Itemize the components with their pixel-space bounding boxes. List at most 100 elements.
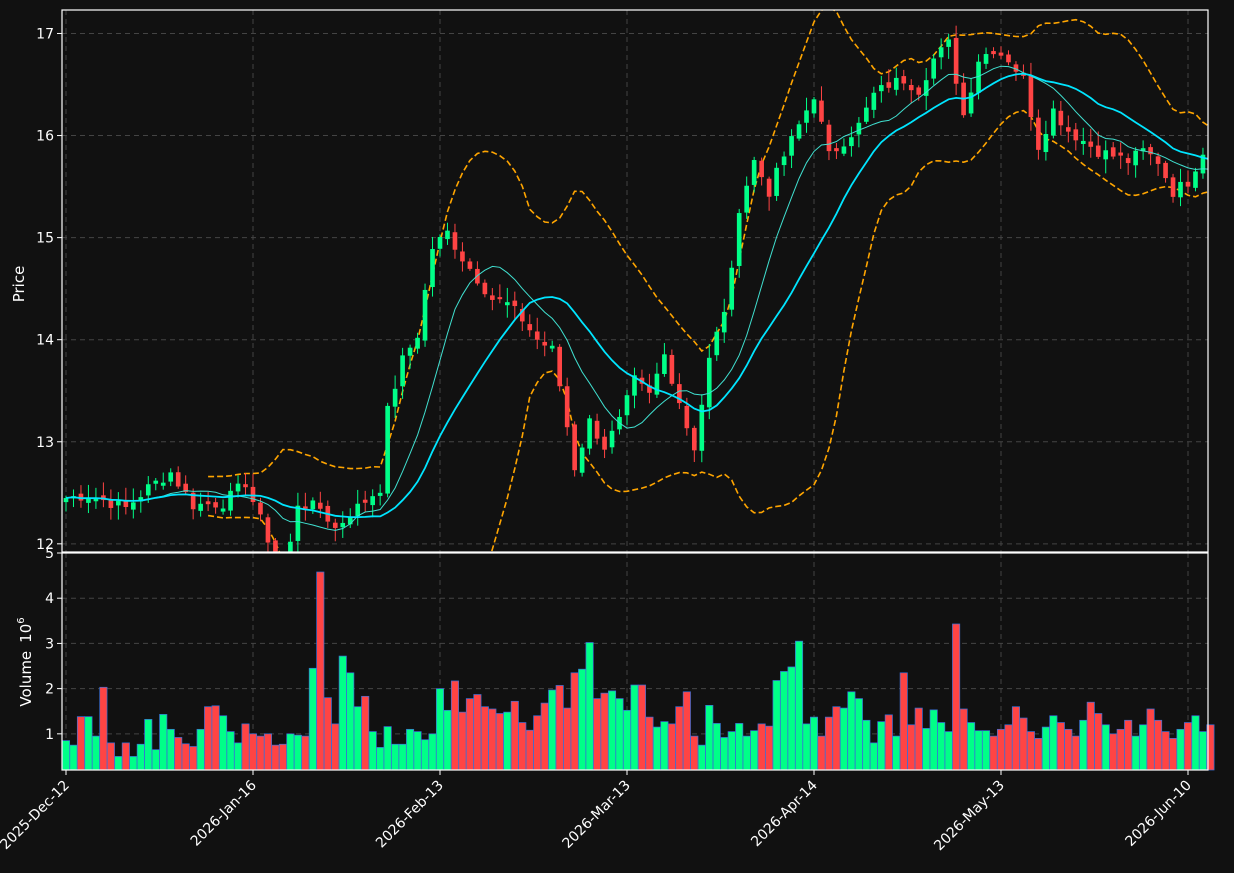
candle-body-146 [1155, 156, 1161, 164]
volume-bar-81 [667, 723, 676, 771]
candle-body-73 [609, 430, 615, 448]
volume-bar-83 [682, 691, 691, 771]
candle-body-34 [318, 502, 323, 509]
volume-bar-2 [76, 716, 85, 771]
volume-bar-18 [196, 728, 205, 771]
price-tick-label-2: 14 [36, 333, 54, 349]
volume-bar-77 [637, 684, 646, 771]
candle-body-141 [1118, 152, 1123, 156]
volume-bar-65 [548, 689, 557, 771]
volume-bar-59 [503, 711, 512, 771]
volume-bar-117 [937, 722, 946, 771]
candle-body-107 [864, 107, 869, 122]
candle-body-106 [856, 122, 862, 135]
candle-body-151 [1193, 171, 1198, 188]
volume-bar-58 [495, 713, 504, 771]
volume-bar-50 [435, 688, 445, 771]
candle-body-49 [430, 249, 435, 288]
candle-body-7 [116, 500, 121, 506]
volume-bar-57 [488, 708, 497, 771]
candle-body-82 [677, 384, 682, 404]
price-tick-label-0: 12 [36, 537, 54, 553]
candle-body-58 [497, 297, 503, 300]
candle-body-27 [265, 517, 271, 543]
volume-bar-114 [914, 707, 923, 771]
volume-bar-133 [1056, 722, 1065, 771]
volume-bar-3 [84, 716, 93, 771]
volume-bar-29 [278, 743, 287, 771]
volume-bar-100 [809, 716, 819, 771]
candle-body-19 [205, 501, 211, 505]
candle-body-109 [879, 85, 884, 92]
ma-fast-line [65, 65, 1208, 531]
volume-bar-66 [555, 685, 564, 771]
volume-bar-145 [1146, 708, 1155, 771]
volume-bar-51 [443, 709, 452, 771]
candle-body-79 [654, 373, 660, 395]
volume-bar-131 [1041, 726, 1050, 771]
volume-bar-148 [1169, 738, 1178, 771]
candle-body-124 [991, 51, 996, 55]
volume-tick-label-4: 5 [45, 546, 54, 562]
volume-bar-55 [473, 694, 482, 771]
candle-body-25 [250, 486, 256, 502]
volume-bar-41 [368, 731, 377, 771]
volume-bar-111 [892, 735, 901, 771]
volume-bars [61, 571, 1215, 771]
volume-bar-19 [204, 706, 213, 771]
volume-bar-86 [705, 705, 714, 771]
candle-body-17 [190, 492, 196, 510]
volume-bar-149 [1176, 728, 1185, 771]
volume-bar-115 [922, 728, 931, 771]
candle-body-127 [1013, 64, 1019, 72]
volume-bar-144 [1139, 724, 1148, 771]
volume-bar-121 [967, 722, 976, 771]
volume-bar-48 [421, 739, 430, 771]
candle-body-40 [362, 499, 368, 503]
ma-slow-line [65, 72, 1208, 518]
volume-bar-137 [1086, 701, 1095, 771]
candle-body-41 [370, 496, 375, 506]
volume-bar-150 [1183, 722, 1193, 771]
candle-body-52 [452, 232, 458, 250]
volume-bar-129 [1026, 731, 1035, 771]
volume-bar-73 [608, 690, 617, 771]
candle-body-114 [916, 87, 922, 95]
volume-bar-20 [211, 705, 220, 771]
candle-body-100 [811, 99, 817, 114]
volume-bar-94 [765, 725, 774, 771]
volume-bar-27 [263, 733, 272, 771]
volume-bar-67 [563, 707, 572, 771]
volume-bar-34 [316, 571, 325, 771]
candle-body-21 [220, 508, 226, 512]
volume-bar-78 [645, 716, 654, 771]
price-panel-frame [61, 9, 1209, 553]
volume-bar-122 [974, 730, 983, 771]
volume-bar-104 [839, 707, 848, 771]
volume-bar-32 [301, 735, 310, 771]
candle-body-118 [946, 39, 951, 47]
candle-body-20 [213, 502, 218, 508]
volume-bar-56 [480, 706, 489, 771]
candle-body-104 [841, 146, 847, 154]
candle-body-89 [729, 267, 735, 310]
volume-bar-113 [907, 724, 916, 771]
candle-body-85 [699, 404, 705, 451]
candle-body-71 [594, 420, 600, 439]
volume-bar-31 [293, 734, 302, 771]
candle-body-81 [669, 354, 675, 384]
volume-bar-79 [652, 726, 661, 771]
volume-bar-28 [271, 744, 280, 771]
candle-body-43 [385, 405, 390, 494]
volume-bar-71 [593, 698, 602, 771]
volume-bar-35 [323, 697, 332, 771]
volume-bar-140 [1109, 733, 1118, 771]
candle-body-36 [332, 522, 338, 528]
volume-bar-110 [884, 714, 893, 771]
volume-tick-label-3: 4 [45, 591, 54, 607]
volume-bar-47 [413, 731, 422, 771]
candle-body-70 [587, 418, 592, 449]
candle-body-3 [86, 497, 91, 503]
candle-body-105 [849, 137, 854, 147]
candle-body-78 [647, 385, 652, 393]
